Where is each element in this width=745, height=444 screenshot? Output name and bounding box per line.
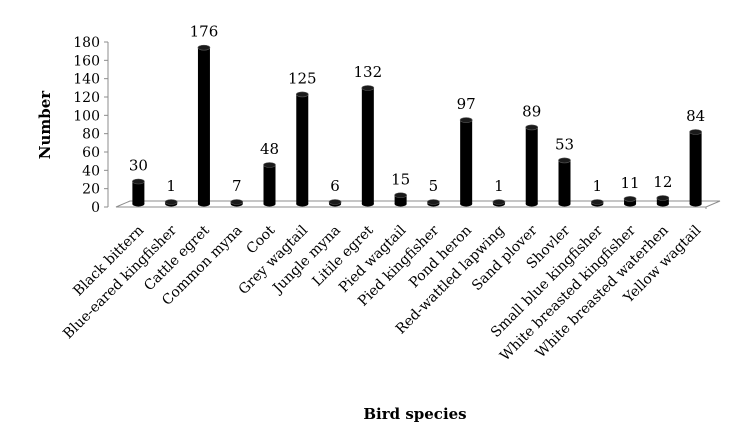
y-tick-label: 160 [73, 53, 100, 69]
bar [689, 129, 702, 207]
bar-top [689, 129, 702, 135]
x-axis-title: Bird species [363, 405, 466, 423]
data-label: 125 [288, 69, 317, 87]
bar [427, 199, 440, 207]
y-tick-label: 20 [82, 182, 100, 198]
bar-top [623, 196, 637, 202]
bar-base [624, 201, 637, 207]
bar [525, 124, 539, 207]
bar [656, 195, 670, 207]
bar-body [296, 94, 309, 204]
bar [197, 44, 211, 207]
data-label: 132 [354, 63, 383, 81]
bar-body [558, 160, 571, 204]
bar-base [689, 201, 702, 207]
bar [459, 117, 473, 207]
bar-top [361, 85, 375, 91]
bar-body [394, 195, 407, 204]
y-tick-label: 140 [73, 72, 100, 88]
y-tick-label: 40 [82, 163, 100, 179]
bar [492, 199, 506, 207]
bar-body [525, 127, 538, 204]
bar-body [689, 132, 702, 204]
bar-top [459, 117, 473, 123]
bar-base [656, 201, 669, 207]
bar-base [263, 201, 276, 207]
bar-top [492, 199, 506, 205]
bar-top [230, 199, 244, 205]
y-tick-label: 80 [82, 127, 100, 143]
data-label: 97 [457, 95, 476, 113]
y-tick-label: 0 [91, 200, 100, 216]
bar [623, 196, 637, 207]
bar-top [525, 124, 539, 131]
bar-body [656, 198, 669, 204]
bar-body [460, 120, 473, 204]
data-label: 5 [429, 177, 439, 195]
data-label: 15 [391, 170, 410, 188]
bar-base [132, 201, 145, 207]
bar-body [132, 181, 145, 204]
y-axis-title: Number [36, 90, 54, 160]
bar-base [460, 201, 473, 207]
bar [590, 199, 604, 207]
data-label: 6 [330, 177, 340, 195]
bar-base [296, 201, 309, 207]
bar-top [656, 195, 670, 201]
data-label: 176 [190, 23, 219, 41]
plot-back-wall [130, 36, 720, 201]
y-tick-label: 60 [82, 145, 100, 161]
bar-body [361, 88, 374, 204]
bar-base [558, 201, 571, 207]
data-label: 53 [555, 135, 574, 153]
bar-top [295, 91, 309, 98]
bar [361, 85, 375, 207]
bar [263, 162, 276, 207]
bar-base [525, 201, 538, 207]
y-tick-label: 180 [73, 35, 100, 51]
bar-top [197, 44, 211, 51]
bar-top [427, 199, 440, 205]
data-label: 48 [260, 140, 279, 158]
bar [164, 199, 178, 207]
bar [230, 199, 244, 207]
bar-base [197, 201, 210, 207]
bar-top [263, 162, 276, 168]
bar-top [164, 199, 178, 205]
bar-body [263, 165, 276, 204]
bar [328, 199, 342, 207]
data-label: 89 [522, 102, 541, 120]
data-label: 12 [653, 173, 672, 191]
bar [558, 157, 571, 207]
bar [394, 192, 407, 207]
bar-top [394, 192, 407, 199]
data-label: 1 [494, 177, 504, 195]
data-label: 7 [232, 177, 242, 195]
data-label: 1 [166, 177, 176, 195]
data-label: 11 [621, 174, 640, 192]
y-tick-label: 120 [73, 90, 100, 106]
bar-top [558, 157, 571, 164]
bar-base [394, 201, 407, 207]
bar [295, 91, 309, 207]
bar-top [590, 199, 604, 205]
bar-base [361, 201, 374, 207]
bar-top [328, 199, 342, 205]
y-tick-label: 100 [73, 108, 100, 124]
bar-top [132, 178, 145, 185]
data-label: 1 [593, 177, 603, 195]
bar [132, 178, 145, 207]
data-label: 30 [129, 157, 148, 175]
bar-body [197, 47, 210, 204]
data-label: 84 [686, 107, 705, 125]
